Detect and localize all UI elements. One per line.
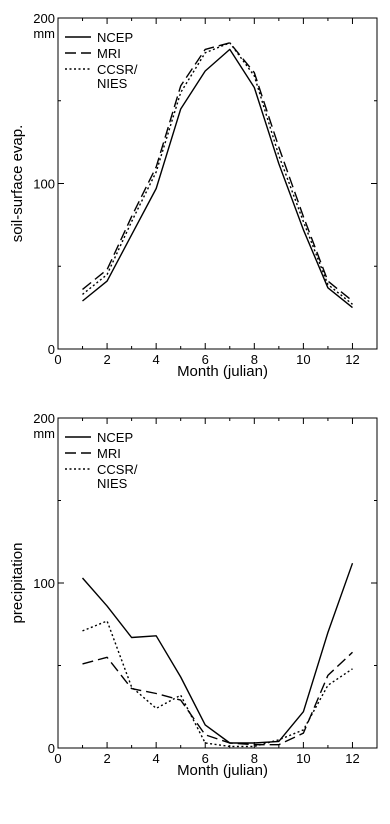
- y-tick-label: 0: [48, 342, 55, 357]
- series-line-mri: [82, 651, 353, 746]
- x-tick-label: 12: [345, 352, 359, 367]
- legend-label: NCEP: [97, 430, 133, 445]
- y-unit-label: mm: [33, 26, 55, 41]
- series-line-ccsr-: [82, 42, 353, 305]
- y-axis-label: precipitation: [9, 543, 26, 624]
- y-axis-label: soil-surface evap.: [9, 125, 26, 243]
- legend-label: CCSR/: [97, 62, 138, 77]
- legend-label: MRI: [97, 446, 121, 461]
- x-tick-label: 8: [251, 751, 258, 766]
- legend-label: MRI: [97, 46, 121, 61]
- x-tick-label: 0: [54, 352, 61, 367]
- x-axis-label: Month (julian): [177, 363, 268, 380]
- y-tick-label: 200: [33, 11, 55, 26]
- series-line-ncep: [81, 562, 354, 744]
- x-tick-label: 8: [251, 352, 258, 367]
- legend-label: NCEP: [97, 30, 133, 45]
- series-line-ccsr-: [82, 620, 353, 748]
- y-tick-label: 100: [33, 177, 55, 192]
- series-line-mri: [82, 42, 353, 302]
- x-axis-label: Month (julian): [177, 762, 268, 779]
- x-tick-label: 6: [202, 352, 209, 367]
- y-tick-label: 0: [48, 741, 55, 756]
- x-tick-label: 0: [54, 751, 61, 766]
- series-line-ncep: [82, 48, 353, 309]
- y-tick-label: 100: [33, 576, 55, 591]
- y-tick-label: 200: [33, 411, 55, 426]
- legend-label: CCSR/: [97, 462, 138, 477]
- x-tick-label: 4: [153, 352, 160, 367]
- legend-label: NIES: [97, 476, 128, 491]
- x-tick-label: 10: [296, 352, 310, 367]
- x-tick-label: 2: [103, 751, 110, 766]
- x-tick-label: 10: [296, 751, 310, 766]
- y-unit-label: mm: [33, 426, 55, 441]
- x-tick-label: 2: [103, 352, 110, 367]
- x-tick-label: 12: [345, 751, 359, 766]
- x-tick-label: 6: [202, 751, 209, 766]
- legend-label: NIES: [97, 76, 128, 91]
- x-tick-label: 4: [153, 751, 160, 766]
